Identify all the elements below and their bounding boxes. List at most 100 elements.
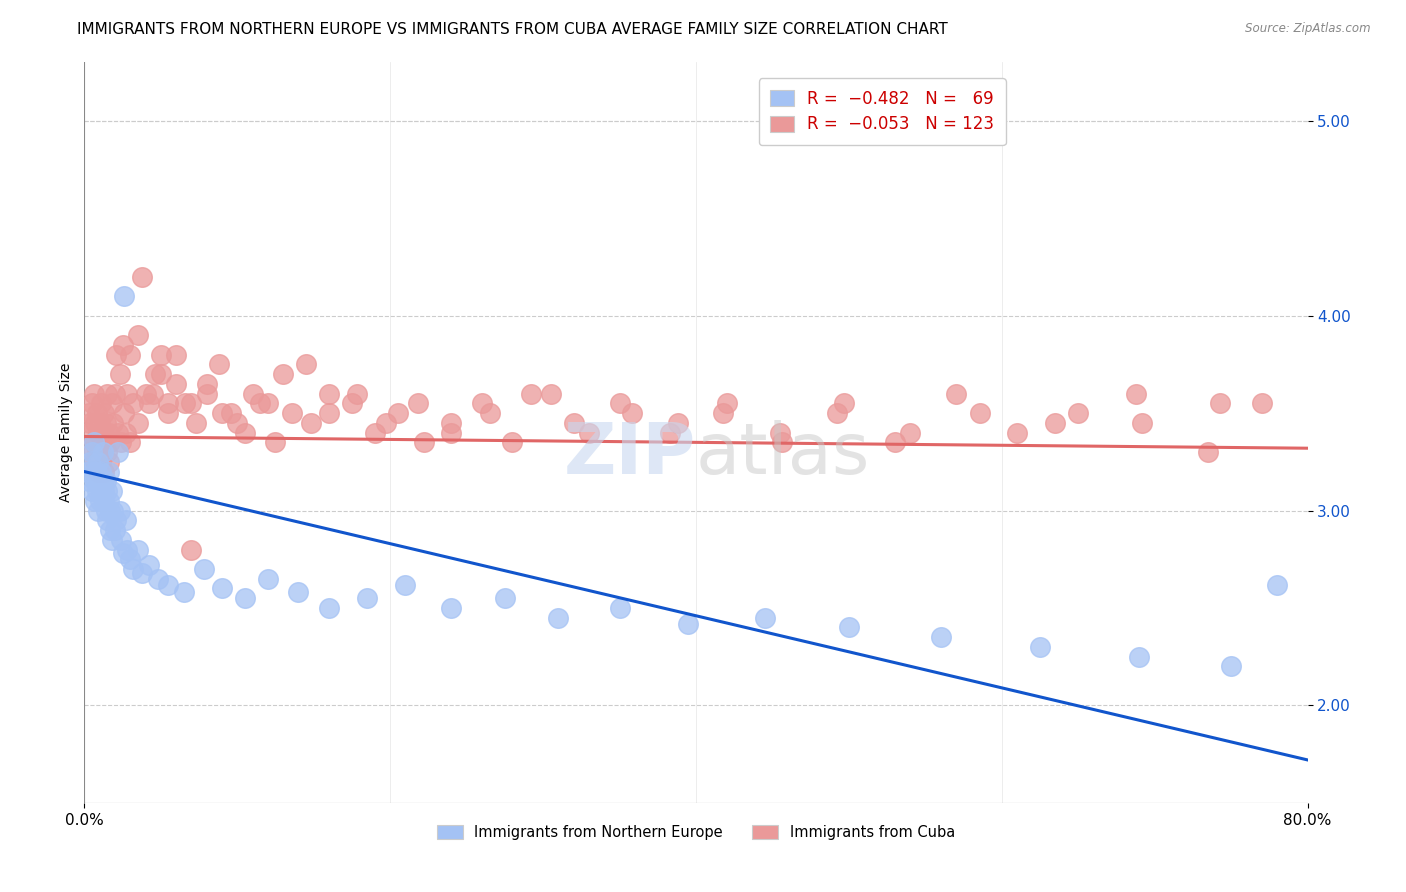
Point (91, 445, 114, 459)
Point (84, 493, 107, 508)
Point (90, 484, 112, 499)
Point (91, 425, 114, 440)
Point (271, 367, 294, 381)
Point (98, 435, 121, 450)
Point (165, 348, 187, 362)
Point (219, 406, 242, 420)
Point (112, 406, 135, 420)
Point (578, 425, 600, 440)
Point (76, 465, 98, 479)
Point (80, 484, 103, 499)
Point (180, 542, 202, 557)
Point (131, 269, 153, 284)
Point (107, 425, 129, 440)
Point (173, 585, 195, 599)
Point (131, 566, 153, 580)
Point (1125, 386, 1147, 401)
Point (157, 577, 180, 591)
Point (838, 620, 860, 634)
Point (90, 465, 112, 479)
Point (94, 416, 117, 430)
Point (107, 445, 129, 459)
Point (180, 396, 202, 410)
Point (883, 435, 905, 450)
Point (111, 338, 134, 352)
Point (101, 484, 124, 499)
Point (89, 493, 111, 508)
Point (93, 493, 115, 508)
Point (87, 425, 110, 440)
Point (110, 533, 132, 547)
Legend: Immigrants from Northern Europe, Immigrants from Cuba: Immigrants from Northern Europe, Immigra… (429, 818, 963, 847)
Point (494, 591, 516, 606)
Point (93, 406, 115, 420)
Point (716, 396, 738, 410)
Point (89, 475, 111, 489)
Point (103, 503, 125, 517)
Point (945, 386, 967, 401)
Point (122, 396, 145, 410)
Point (406, 396, 429, 410)
Point (112, 289, 135, 303)
Point (1265, 577, 1288, 591)
Point (226, 416, 249, 430)
Point (96, 484, 118, 499)
Point (89, 445, 111, 459)
Point (149, 348, 172, 362)
Point (91, 435, 114, 450)
Point (547, 610, 569, 624)
Point (105, 348, 128, 362)
Point (562, 416, 585, 430)
Point (110, 435, 132, 450)
Point (478, 406, 501, 420)
Point (138, 558, 160, 573)
Point (114, 513, 136, 527)
Point (769, 425, 792, 440)
Point (115, 386, 138, 401)
Point (101, 533, 124, 547)
Point (77, 475, 100, 489)
Point (969, 406, 991, 420)
Point (540, 386, 562, 401)
Point (138, 396, 160, 410)
Point (825, 406, 848, 420)
Point (97, 465, 120, 479)
Point (80, 396, 103, 410)
Point (83, 386, 105, 401)
Text: atlas: atlas (696, 420, 870, 490)
Point (127, 542, 149, 557)
Point (832, 396, 855, 410)
Point (84, 455, 107, 469)
Point (84, 475, 107, 489)
Point (120, 348, 142, 362)
Point (96, 386, 118, 401)
Point (412, 435, 434, 450)
Point (97, 425, 120, 440)
Point (86, 445, 108, 459)
Point (111, 546, 134, 560)
Point (94, 503, 117, 517)
Point (174, 396, 197, 410)
Point (318, 386, 340, 401)
Point (96, 445, 118, 459)
Point (471, 396, 494, 410)
Point (346, 386, 368, 401)
Point (98, 523, 121, 537)
Point (157, 406, 180, 420)
Point (90, 396, 112, 410)
Point (83, 435, 105, 450)
Point (79, 455, 101, 469)
Point (281, 406, 304, 420)
Point (87, 465, 110, 479)
Point (249, 396, 271, 410)
Point (1045, 416, 1067, 430)
Point (94, 475, 117, 489)
Point (502, 435, 524, 450)
Point (80, 445, 103, 459)
Point (620, 406, 643, 420)
Point (440, 601, 463, 615)
Point (898, 425, 921, 440)
Point (184, 416, 207, 430)
Point (340, 396, 363, 410)
Point (364, 425, 387, 440)
